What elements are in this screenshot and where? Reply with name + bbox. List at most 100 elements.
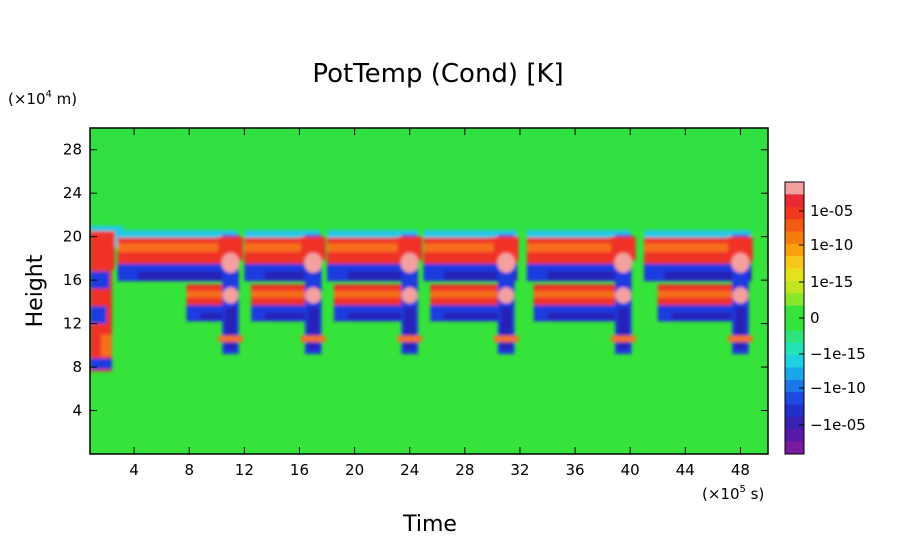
spike-navy-core — [500, 307, 512, 350]
start-blue-3 — [90, 358, 113, 370]
lower-orange-stripe — [333, 291, 417, 298]
spike-red-top — [728, 236, 753, 261]
x-axis: 4 8 12 16 20 24 28 32 36 40 44 48 — [129, 128, 750, 479]
heatmap-plot-area — [90, 128, 768, 454]
lower-navy-band — [347, 312, 417, 320]
colorbar-swatch — [785, 231, 804, 245]
start-blue-1 — [90, 271, 110, 289]
upper-cyan-edge — [423, 230, 518, 239]
x-unit-label: (×105 s) — [702, 484, 764, 503]
spike-pink-blob — [400, 252, 419, 273]
heatmap-upper-region — [90, 128, 768, 232]
upper-navy-band — [138, 271, 238, 281]
colorbar-swatch — [785, 268, 804, 282]
spike-pink-blob — [221, 252, 240, 273]
colorbar-swatch — [785, 355, 804, 368]
x-tick-label: 20 — [345, 461, 364, 479]
x-tick-label: 48 — [731, 461, 750, 479]
lower-orange-stripe — [430, 291, 515, 298]
upper-cyan-edge — [526, 230, 631, 239]
lower-navy-band — [200, 312, 238, 320]
start-orange — [101, 334, 113, 357]
lower-navy-band — [265, 312, 319, 320]
x-tick-label: 12 — [235, 461, 254, 479]
lower-navy-band — [547, 312, 631, 320]
x-tick-label: 8 — [184, 461, 194, 479]
colorbar-swatch — [785, 379, 804, 393]
colorbar-label: −1e-05 — [810, 416, 866, 434]
x-tick-label: 4 — [129, 461, 139, 479]
upper-orange-stripe — [423, 243, 518, 252]
lower-orange-stripe — [251, 291, 319, 298]
colorbar-swatch — [785, 429, 804, 443]
colorbar-label: 0 — [810, 309, 820, 327]
x-axis-label: Time — [402, 512, 457, 537]
y-axis-label: Height — [23, 254, 48, 327]
colorbar-swatch — [785, 330, 804, 344]
spike-pink-blob-lower — [401, 287, 418, 304]
colorbar-label: −1e-15 — [810, 345, 866, 363]
spike-orange-stripe — [493, 335, 519, 343]
chart-title: PotTemp (Cond) [K] — [312, 59, 563, 89]
colorbar-swatch — [785, 404, 804, 418]
colorbar-swatch — [785, 182, 804, 195]
lower-orange-stripe — [186, 291, 238, 298]
x-tick-label: 36 — [566, 461, 585, 479]
spike-orange-stripe — [610, 335, 636, 343]
upper-orange-stripe — [643, 243, 752, 252]
x-tick-label: 16 — [290, 461, 309, 479]
upper-orange-stripe — [117, 243, 238, 252]
colorbar-swatch — [785, 367, 804, 381]
upper-navy-band — [547, 271, 631, 281]
y-axis: 4 8 12 16 20 24 28 — [63, 141, 768, 420]
colorbar-swatch — [785, 243, 804, 257]
upper-navy-band — [444, 271, 518, 281]
colorbar-swatch — [785, 318, 804, 331]
spike-red-top — [300, 236, 326, 261]
colorbar-label: 1e-10 — [810, 236, 853, 254]
spike-navy-core — [225, 307, 237, 350]
spike-pink-blob-lower — [498, 287, 515, 304]
upper-cyan-edge — [117, 230, 238, 239]
upper-cyan-edge — [327, 230, 418, 239]
spike-pink-blob-lower — [732, 287, 749, 304]
colorbar-swatch — [785, 256, 804, 270]
start-red-column — [90, 231, 115, 270]
lower-navy-band — [444, 312, 515, 320]
y-tick-label: 4 — [72, 402, 82, 420]
spike-pink-blob — [497, 252, 516, 273]
x-tick-label: 28 — [455, 461, 474, 479]
spike-pink-blob — [731, 252, 750, 273]
upper-orange-stripe — [526, 243, 631, 252]
spike-navy-core — [404, 307, 416, 350]
colorbar-swatch — [785, 342, 804, 356]
spike-pink-blob-lower — [222, 287, 239, 304]
colorbar-label: −1e-10 — [810, 379, 866, 397]
upper-cyan-edge — [244, 230, 321, 239]
y-tick-label: 12 — [63, 315, 82, 333]
heatmap-field — [90, 225, 753, 372]
spike-pink-blob-lower — [305, 287, 322, 304]
spike-red-top — [397, 236, 423, 261]
colorbar-swatch — [785, 219, 804, 232]
y-tick-label: 8 — [72, 358, 82, 376]
upper-navy-band — [664, 271, 752, 281]
colorbar-swatch — [785, 441, 804, 455]
x-tick-label: 24 — [400, 461, 419, 479]
spike-orange-stripe — [397, 335, 423, 343]
y-tick-label: 20 — [63, 228, 82, 246]
colorbar-swatch — [785, 206, 804, 220]
spike-red-top — [610, 236, 636, 261]
colorbar-swatch — [785, 280, 804, 294]
upper-navy-band — [347, 271, 418, 281]
upper-orange-stripe — [327, 243, 418, 252]
spike-pink-blob-lower — [615, 287, 632, 304]
spike-red-top — [218, 236, 243, 261]
y-tick-label: 24 — [63, 184, 82, 202]
y-tick-label: 16 — [63, 271, 82, 289]
upper-cyan-edge — [643, 230, 752, 239]
upper-navy-band — [265, 271, 321, 281]
spike-orange-stripe — [728, 335, 753, 343]
x-tick-label: 32 — [510, 461, 529, 479]
